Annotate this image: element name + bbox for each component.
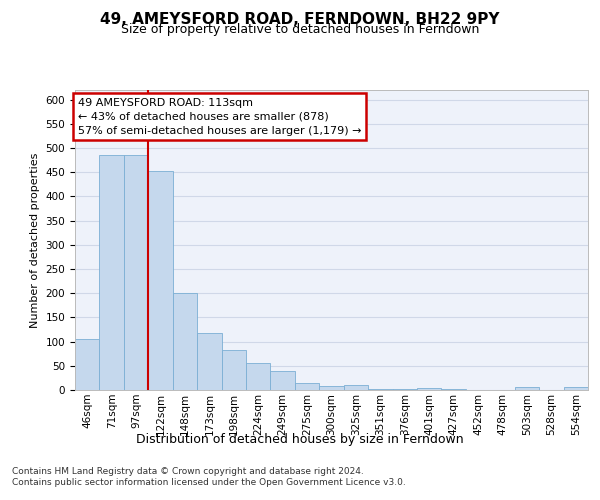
Bar (368, 388, 392, 390)
Bar (271, 370, 295, 390)
Bar (124, 156, 148, 390)
Bar (442, 389, 466, 390)
Bar (295, 383, 319, 390)
Text: Size of property relative to detached houses in Ferndown: Size of property relative to detached ho… (121, 24, 479, 36)
Bar (417, 388, 442, 390)
Bar (197, 333, 221, 390)
Bar (75, 339, 100, 390)
Text: 49, AMEYSFORD ROAD, FERNDOWN, BH22 9PY: 49, AMEYSFORD ROAD, FERNDOWN, BH22 9PY (100, 12, 500, 28)
Bar (173, 293, 197, 390)
Bar (100, 156, 124, 390)
Bar (221, 350, 246, 390)
Bar (344, 385, 368, 390)
Text: Contains HM Land Registry data © Crown copyright and database right 2024.
Contai: Contains HM Land Registry data © Crown c… (12, 468, 406, 487)
Bar (148, 172, 173, 390)
Bar (563, 387, 588, 390)
Bar (319, 386, 344, 390)
Bar (246, 364, 271, 390)
Bar (392, 389, 417, 390)
Y-axis label: Number of detached properties: Number of detached properties (30, 152, 40, 328)
Text: 49 AMEYSFORD ROAD: 113sqm
← 43% of detached houses are smaller (878)
57% of semi: 49 AMEYSFORD ROAD: 113sqm ← 43% of detac… (77, 98, 361, 136)
Bar (515, 387, 539, 390)
Text: Distribution of detached houses by size in Ferndown: Distribution of detached houses by size … (136, 432, 464, 446)
